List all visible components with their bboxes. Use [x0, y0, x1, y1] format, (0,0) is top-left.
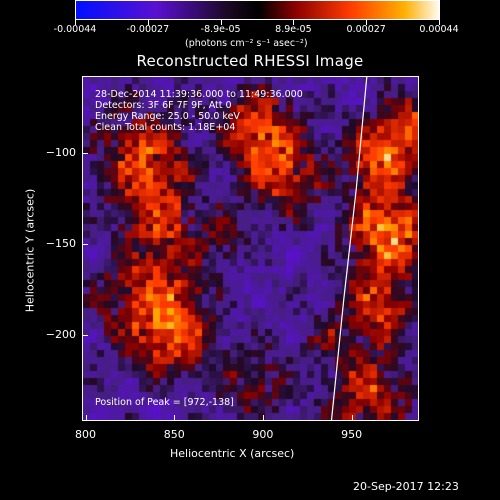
y-tick-mark	[82, 243, 88, 245]
annotation-energy-range: Energy Range: 25.0 - 50.0 keV	[95, 111, 240, 122]
footer-timestamp: 20-Sep-2017 12:23	[353, 480, 459, 493]
colorbar-tick	[147, 20, 149, 25]
colorbar-tick	[220, 20, 222, 25]
x-axis-label: Heliocentric X (arcsec)	[170, 447, 295, 460]
y-tick-label: −150	[45, 236, 76, 250]
colorbar-tick-label: -0.00027	[126, 24, 170, 35]
y-tick-mark	[82, 152, 88, 154]
y-axis-label: Heliocentric Y (arcsec)	[23, 188, 37, 313]
colorbar-tick-label: 0.00027	[346, 24, 386, 35]
x-tick-mark	[85, 415, 87, 421]
annotation-detectors: Detectors: 3F 6F 7F 9F, Att 0	[95, 100, 232, 111]
annotation-clean-counts: Clean Total counts: 1.18E+04	[95, 122, 236, 133]
colorbar-units: (photons cm⁻² s⁻¹ asec⁻²)	[185, 38, 308, 49]
x-tick-mark	[262, 415, 264, 421]
chart-title: Reconstructed RHESSI Image	[136, 52, 364, 70]
y-tick-mark	[82, 335, 88, 337]
x-tick-label: 850	[163, 428, 185, 441]
colorbar-tick-label: 8.9e-05	[275, 24, 312, 35]
solar-limb-curve	[330, 77, 368, 420]
x-tick-mark	[351, 415, 353, 421]
y-tick-label: −200	[45, 328, 76, 342]
colorbar-tick	[439, 20, 440, 25]
colorbar-tick-label: -8.9e-05	[200, 24, 241, 35]
heatmap-image	[83, 77, 418, 420]
colorbar-tick	[75, 20, 76, 25]
limb-overlay	[330, 77, 368, 420]
colorbar-tick	[293, 20, 295, 25]
plot-area: 28-Dec-2014 11:39:36.000 to 11:49:36.000…	[82, 76, 419, 421]
colorbar	[75, 0, 440, 20]
y-tick-label: −100	[45, 145, 76, 159]
colorbar-tick-label: -0.00044	[53, 24, 97, 35]
x-tick-label: 900	[252, 428, 274, 441]
colorbar-tick-label: 0.00044	[419, 24, 459, 35]
annotation-peak-position: Position of Peak = [972,-138]	[95, 397, 234, 408]
annotation-time-range: 28-Dec-2014 11:39:36.000 to 11:49:36.000	[95, 89, 303, 100]
colorbar-tick	[366, 20, 368, 25]
x-tick-label: 950	[341, 428, 363, 441]
x-tick-label: 800	[75, 428, 97, 441]
x-tick-mark	[174, 415, 176, 421]
